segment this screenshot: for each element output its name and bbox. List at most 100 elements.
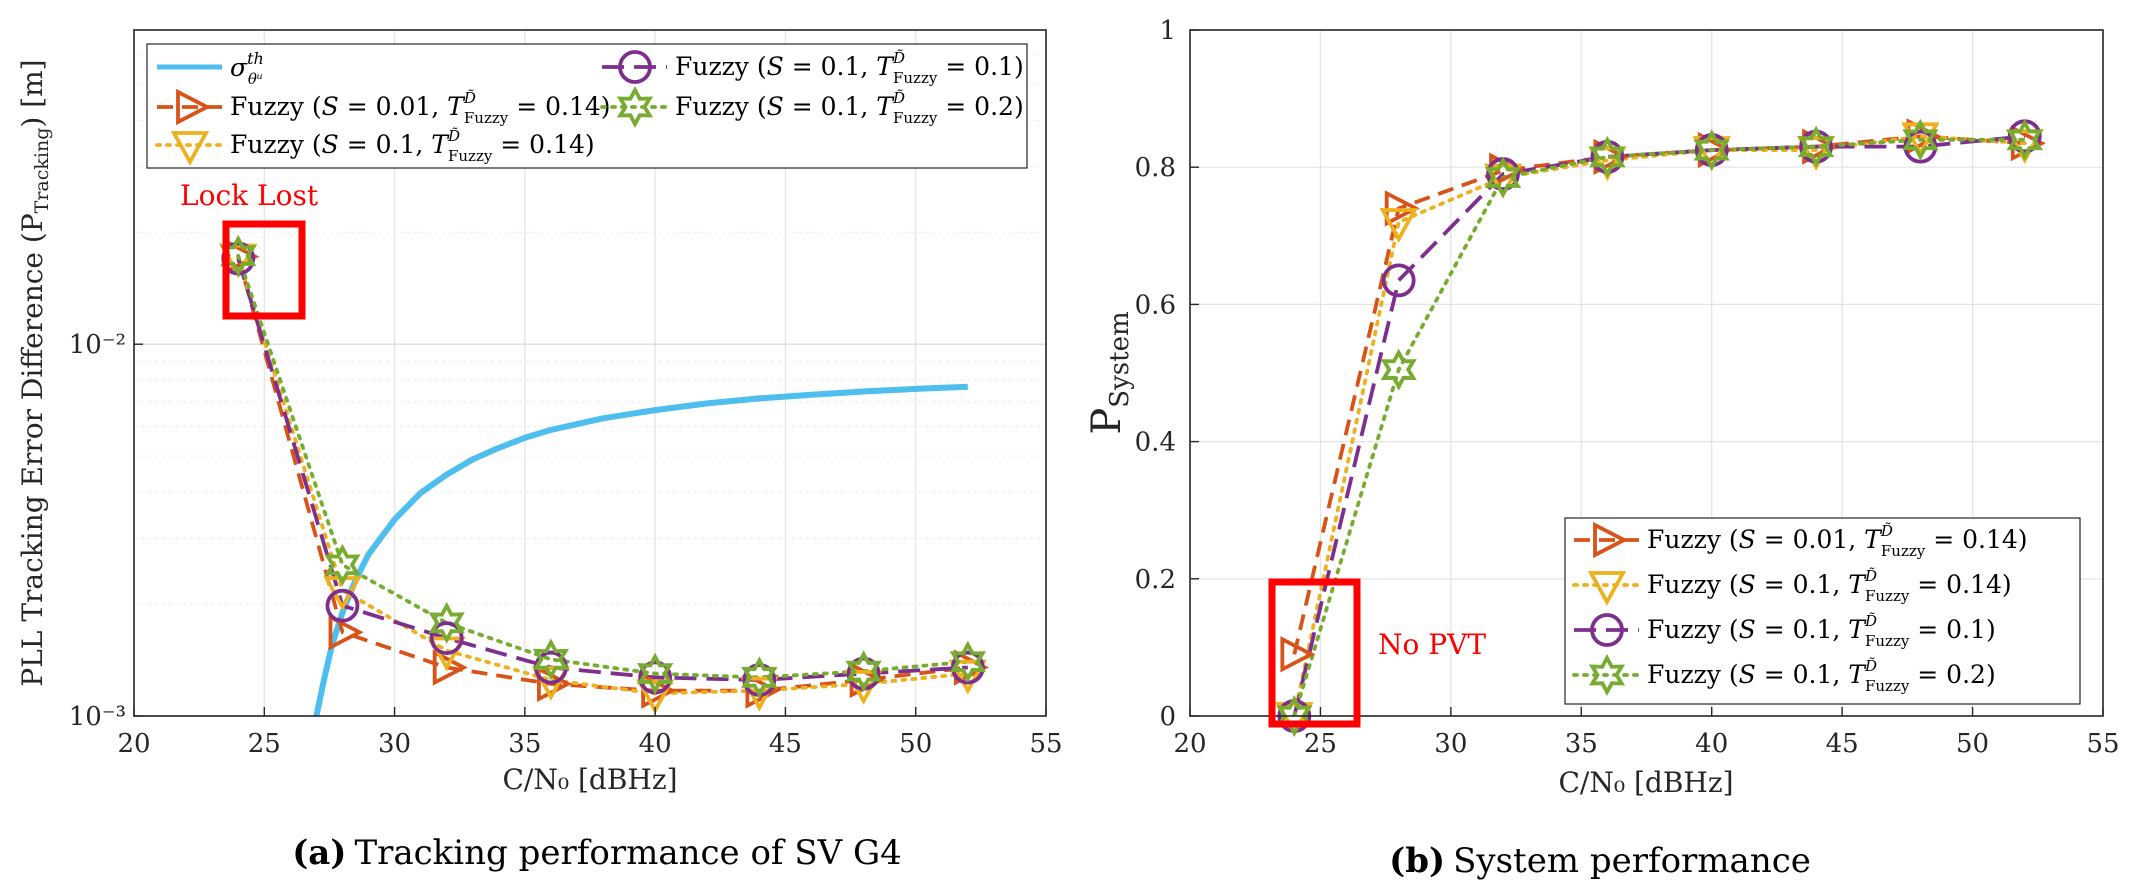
data-point-s01_t014	[1796, 136, 1836, 171]
legend-label-s01_t02: Fuzzy (S = 0.1, TD̃ Fuzzy = 0.2)	[675, 89, 1024, 127]
legend-a: σth θᵘ Fuzzy (S = 0.01, TD̃ Fuzzy = 0.14)F…	[146, 43, 1028, 169]
data-point-s01_t014	[1588, 146, 1627, 182]
legend-b: Fuzzy (S = 0.01, TD̃ Fuzzy = 0.14) Fuzzy (…	[1564, 517, 2081, 705]
y-tick-label-a: 10⁻²	[69, 330, 126, 360]
data-point-s01_t02	[636, 652, 674, 695]
data-point-s01_t02	[2006, 118, 2043, 161]
data-point-s01_t014	[2005, 129, 2044, 165]
caption-a-letter: (a)	[292, 833, 346, 873]
caption-a: (a) Tracking performance of SV G4	[292, 833, 902, 873]
legend-label-s01_t014: Fuzzy (S = 0.1, TD̃ Fuzzy = 0.14)	[230, 127, 595, 165]
data-point-s01_t02	[845, 650, 882, 693]
x-tick-label-b: 55	[2086, 729, 2119, 759]
data-point-s01_t02	[1902, 118, 1939, 161]
x-tick-label-b: 20	[1173, 729, 1206, 759]
data-point-s01_t01	[325, 588, 360, 623]
data-point-s001_t014	[328, 614, 364, 651]
y-tick-label-b: 0.6	[1135, 290, 1176, 320]
x-tick-label-b: 30	[1434, 729, 1467, 759]
data-point-s01_t014	[219, 243, 258, 279]
data-point-s01_t014	[948, 659, 988, 695]
x-tick-label-a: 40	[639, 729, 672, 759]
x-tick-label-b: 50	[1956, 729, 1989, 759]
legend-marker-s01_t014	[170, 131, 210, 166]
legend-label-s01_t01: Fuzzy (S = 0.1, TD̃ Fuzzy = 0.1)	[1647, 612, 1996, 650]
data-point-s01_t02	[1693, 129, 1730, 172]
legend-marker-s001_t014	[1593, 521, 1629, 559]
legend-label-s01_t01: Fuzzy (S = 0.1, TD̃ Fuzzy = 0.1)	[675, 49, 1024, 87]
axes-box-a	[133, 29, 1047, 717]
y-tick-label-b: 0.2	[1135, 565, 1176, 595]
x-axis-label-b: C/N₀ [dBHz]	[1559, 766, 1734, 799]
y-tick-label-a: 10⁻³	[69, 702, 126, 732]
legend-marker-s01_t01	[1590, 613, 1624, 647]
y-axis-label-a: PLL Tracking Error Difference (PTracking…	[16, 59, 53, 686]
x-tick-label-b: 25	[1304, 729, 1337, 759]
x-tick-label-a: 50	[899, 729, 932, 759]
chart-panel-a: 20 25 30 35 40 45 50 55 10⁻³ 10⁻² C/N₀ [dBHz] PLL…	[16, 29, 1063, 873]
legend-entries-b: Fuzzy (S = 0.01, TD̃ Fuzzy = 0.14) Fuzzy (…	[1572, 521, 2028, 697]
legend-marker-s01_t02	[616, 85, 654, 129]
lock-lost-box	[222, 220, 306, 320]
caption-b-text: System performance	[1453, 841, 1811, 881]
data-point-s01_t014	[1379, 208, 1418, 244]
legend-label-s01_t014: Fuzzy (S = 0.1, TD̃ Fuzzy = 0.14)	[1647, 567, 2012, 605]
data-point-s01_t014	[635, 679, 675, 715]
legend-label-s001_t014: Fuzzy (S = 0.01, TD̃ Fuzzy = 0.14)	[230, 89, 611, 127]
x-tick-label-a: 35	[508, 729, 541, 759]
legend-label-threshold: σth θᵘ	[230, 49, 264, 88]
caption-b: (b) System performance	[1389, 841, 1811, 881]
legend-entries-a: Fuzzy (S = 0.01, TD̃ Fuzzy = 0.14)Fuzzy (…	[155, 49, 1024, 166]
data-point-s01_t02	[324, 543, 361, 586]
series-line-s01_t014	[1292, 134, 2027, 716]
y-tick-label-b: 0.4	[1135, 428, 1176, 458]
data-point-s01_t014	[1483, 163, 1523, 199]
x-tick-label-b: 45	[1826, 729, 1859, 759]
x-tick-label-a: 30	[378, 729, 411, 759]
axes-box-b	[1189, 29, 2104, 717]
data-point-s01_t02	[532, 638, 570, 681]
legend-marker-s01_t02	[1588, 653, 1626, 697]
data-point-s01_t02	[1797, 125, 1835, 168]
data-point-s01_t02	[741, 656, 778, 699]
series-line-s01_t014	[236, 255, 970, 696]
legend-marker-s001_t014	[176, 88, 212, 126]
data-point-s001_t014	[1697, 131, 1733, 169]
legend-marker-s01_t01	[618, 50, 652, 84]
legend-label-s01_t02: Fuzzy (S = 0.1, TD̃ Fuzzy = 0.2)	[1647, 657, 1996, 695]
series-line-s01_t01	[236, 257, 968, 682]
x-tick-label-a: 55	[1029, 729, 1062, 759]
data-point-s01_t02	[1484, 156, 1522, 199]
legend-box-b	[1564, 517, 2081, 705]
series-line-s01_t02	[1292, 137, 2027, 716]
y-axis-label-b: PSystem	[1084, 311, 1135, 434]
data-point-s01_t02	[949, 640, 987, 683]
series-markers-b	[1275, 118, 2046, 738]
y-tick-label-b: 1	[1159, 16, 1176, 46]
data-point-s01_t02	[1589, 135, 1626, 178]
data-point-s001_t014	[1280, 636, 1316, 673]
x-axis-label-a: C/N₀ [dBHz]	[503, 763, 678, 796]
x-tick-label-b: 40	[1695, 729, 1728, 759]
data-point-s01_t014	[1275, 702, 1314, 737]
data-point-s01_t01	[1381, 263, 1416, 298]
lock-lost-label: Lock Lost	[180, 179, 319, 212]
x-tick-label-a: 45	[769, 729, 802, 759]
x-tick-label-a: 20	[117, 729, 150, 759]
legend-box-a	[146, 43, 1028, 169]
no-pvt-box	[1268, 578, 1361, 728]
legend-label-s001_t014: Fuzzy (S = 0.01, TD̃ Fuzzy = 0.14)	[1647, 522, 2028, 560]
data-point-s01_t02	[1380, 348, 1417, 391]
data-point-s01_t014	[531, 666, 571, 701]
data-point-s01_t01	[429, 621, 464, 656]
data-point-s01_t02	[1276, 694, 1313, 738]
ticks-b: 20 25 30 35 40 45 50 55 0 0.2 0.4 0.6 0.8 1	[1135, 16, 2120, 759]
caption-a-text: Tracking performance of SV G4	[354, 833, 901, 873]
y-tick-label-b: 0	[1159, 702, 1176, 732]
caption-b-letter: (b)	[1389, 841, 1445, 881]
x-tick-label-b: 35	[1565, 729, 1598, 759]
series-lines-b	[1292, 134, 2027, 716]
x-tick-label-a: 25	[248, 729, 281, 759]
no-pvt-label: No PVT	[1378, 628, 1486, 661]
